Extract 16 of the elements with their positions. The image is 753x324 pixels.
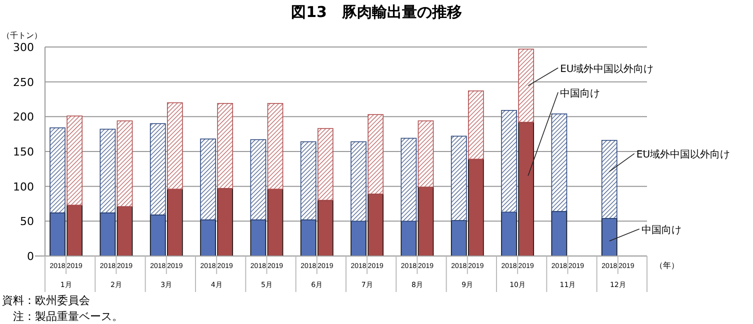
text: 中国向け [641,224,682,236]
y-tick-label: 100 [13,180,34,194]
chart-title: 図13 豚肉輸出量の推移 [291,3,462,21]
y-tick-label: 300 [13,41,34,54]
series-label: EU域外中国以外向け [636,148,730,161]
text: EU域外中国以外向け [560,64,654,75]
y-tick-label: 50 [20,215,34,228]
text: 注：製品重量ベース。 [2,310,123,323]
text: 資料：欧州委員会 [2,294,90,307]
y-tick-label: 200 [13,110,34,124]
y-tick-label: 150 [13,146,34,158]
y-tick-label: 0 [27,250,34,263]
y-tick-label: 250 [13,76,34,89]
y-axis-title: （千トン） [2,31,42,40]
x-axis-title: （年） [655,261,679,270]
text: 中国向け [560,88,600,100]
